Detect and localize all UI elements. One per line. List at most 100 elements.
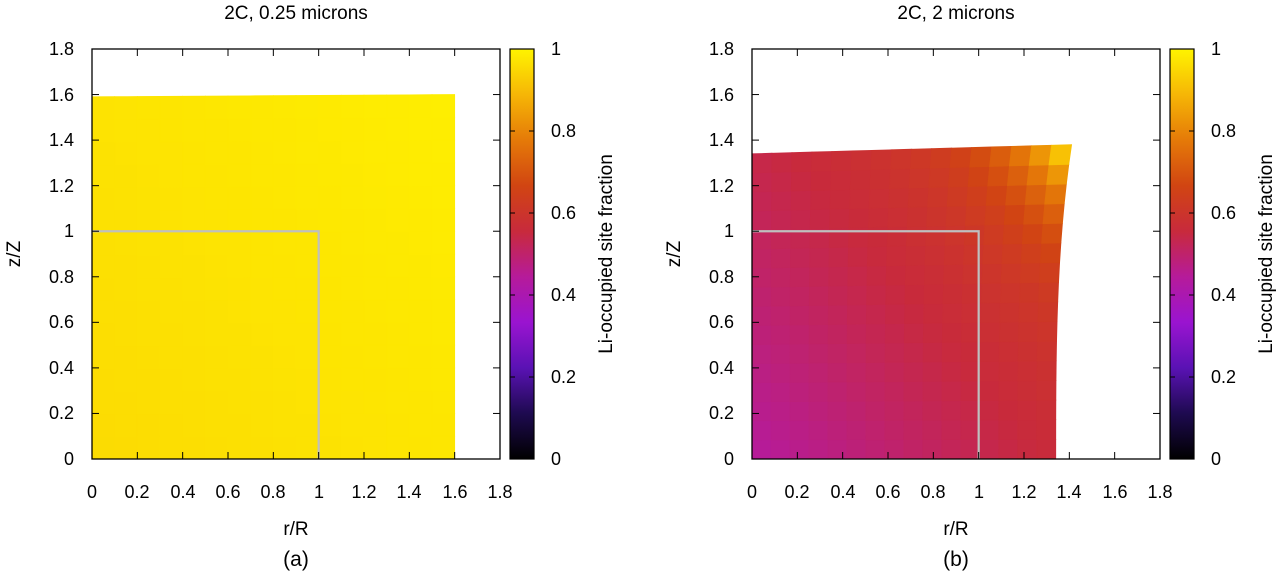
y-tick-label: 1	[724, 221, 734, 241]
heatmap-cell	[250, 276, 274, 301]
heatmap-cell	[182, 141, 206, 165]
heatmap-cell	[884, 381, 905, 402]
heatmap-cell	[751, 439, 772, 460]
heatmap-cell	[431, 276, 456, 301]
heatmap-cell	[227, 345, 252, 369]
heatmap-cell	[904, 303, 925, 324]
heatmap-cell	[830, 150, 853, 172]
heatmap-cell	[949, 147, 973, 168]
heatmap-cell	[91, 164, 116, 188]
heatmap-cell	[964, 205, 987, 226]
colorbar-tick-label: 0.6	[551, 203, 576, 223]
heatmap-cell	[250, 254, 274, 278]
heatmap-cell	[1026, 164, 1050, 186]
heatmap-cell	[431, 94, 456, 118]
axis-ticks	[751, 48, 1161, 460]
heatmap-cell	[318, 117, 342, 142]
heatmap-cell	[318, 163, 342, 187]
x-tick-label: 0.2	[784, 482, 809, 502]
heatmap-cell	[272, 231, 297, 256]
heatmap-cell	[136, 209, 161, 233]
heatmap-cell	[770, 324, 791, 345]
colorbar-tick-label: 1	[1211, 39, 1221, 59]
heatmap-cell	[91, 435, 116, 460]
heatmap-cell	[227, 413, 252, 437]
heatmap-cell	[136, 435, 161, 460]
heatmap-cell	[114, 232, 138, 256]
heatmap-cell	[250, 299, 274, 324]
heatmap-cell	[847, 265, 868, 287]
heatmap-cell	[114, 413, 138, 437]
heatmap-cell	[1038, 281, 1059, 303]
heatmap-cell	[363, 435, 388, 460]
heatmap-cell	[295, 276, 320, 301]
heatmap-cell	[808, 324, 829, 345]
heatmap-cell	[386, 435, 410, 460]
heatmap-cell	[922, 400, 943, 421]
colorbar-tick-label: 0.6	[1211, 203, 1236, 223]
heatmap-cell	[923, 303, 944, 324]
heatmap-cell	[204, 163, 229, 188]
heatmap-cell	[1017, 438, 1038, 460]
heatmap-cell	[1048, 144, 1073, 166]
heatmap-cell	[182, 231, 206, 256]
colorbar-tick-label: 0.8	[1211, 121, 1236, 141]
heatmap-cell	[983, 224, 1005, 245]
colorbar-tick-label: 0.2	[551, 367, 576, 387]
heatmap-cell	[948, 166, 971, 188]
heatmap-cell	[318, 390, 342, 414]
heatmap-cell	[431, 413, 456, 437]
heatmap-cell	[809, 247, 830, 268]
heatmap-cell	[751, 363, 772, 384]
heatmap-cell	[159, 231, 184, 256]
heatmap-cell	[250, 95, 274, 119]
heatmap-cell	[927, 186, 949, 208]
chart-title: 2C, 2 microns	[897, 3, 1014, 24]
x-axis-label: r/R	[283, 519, 308, 540]
heatmap-cell	[386, 413, 410, 437]
heatmap-cell	[318, 185, 342, 210]
heatmap-cell	[850, 149, 873, 171]
heatmap-cell	[999, 321, 1020, 343]
heatmap-cell	[91, 209, 116, 234]
heatmap-cell	[1000, 262, 1022, 284]
heatmap-cell	[363, 367, 388, 392]
heatmap-cell	[929, 147, 953, 169]
colorbar-gradient	[509, 48, 535, 460]
heatmap-cell	[998, 399, 1019, 421]
heatmap-cell	[828, 246, 849, 268]
heatmap-cell	[204, 140, 229, 165]
heatmap-cell	[227, 163, 252, 188]
heatmap-cell	[182, 413, 206, 437]
heatmap-cell	[808, 400, 829, 422]
heatmap-cell	[182, 322, 206, 347]
x-tick-label: 0.4	[170, 482, 195, 502]
heatmap-cell	[941, 322, 963, 343]
heatmap-cell	[204, 231, 229, 256]
heatmap-cell	[770, 382, 791, 403]
heatmap-cell	[340, 185, 365, 210]
panel-caption: (a)	[283, 548, 309, 571]
heatmap-cell	[789, 285, 810, 307]
heatmap-cell	[136, 299, 161, 324]
heatmap-cell	[789, 401, 810, 422]
reference-box-line	[92, 230, 320, 459]
x-tick-label: 0.6	[215, 482, 240, 502]
heatmap-cell	[867, 207, 890, 228]
heatmap-cell	[886, 245, 907, 267]
heatmap-cell	[849, 169, 872, 190]
heatmap-cell	[295, 435, 320, 460]
heatmap-cell	[941, 439, 962, 460]
heatmap-cell	[751, 191, 773, 212]
heatmap-cell	[1019, 262, 1041, 284]
heatmap-cell	[789, 420, 810, 441]
heatmap-cell	[136, 231, 161, 256]
heatmap-cell	[204, 186, 229, 210]
heatmap-cell	[903, 439, 924, 460]
heatmap-cell	[770, 362, 791, 383]
heatmap-cell	[789, 266, 811, 288]
heatmap-cell	[386, 390, 410, 414]
heatmap-cell	[999, 301, 1020, 323]
colorbar: 0 0.2 0.4 0.6 0.8 1 Li-occupied site fra…	[509, 39, 617, 469]
heatmap-cell	[431, 367, 456, 392]
